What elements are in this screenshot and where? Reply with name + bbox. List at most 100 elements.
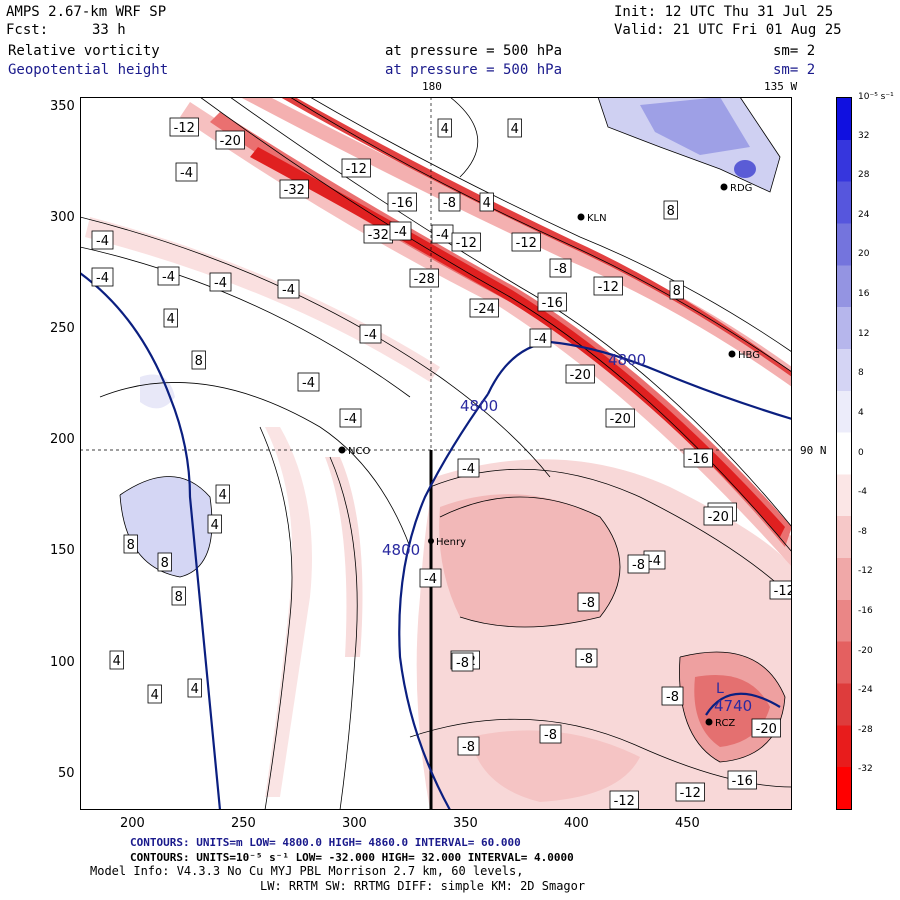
contour-labels: -12-20-4 -12-32-16-4-8-32 -4-12 -12-28-8-24… [91, 117, 792, 810]
svg-text:8: 8 [195, 354, 203, 369]
footer-height-contours: CONTOURS: UNITS=m LOW= 4800.0 HIGH= 4860… [130, 836, 521, 849]
svg-text:-4: -4 [214, 276, 227, 291]
svg-text:-16: -16 [392, 196, 413, 211]
svg-text:-28: -28 [414, 272, 435, 287]
y-tick: 250 [50, 321, 75, 336]
contour-value-label: 4 [109, 650, 124, 670]
contour-value-label: -8 [575, 648, 598, 668]
contour-value-label: -28 [409, 268, 439, 288]
x-tick: 450 [675, 816, 700, 831]
contour-value-label: -8 [661, 686, 684, 706]
svg-text:-32: -32 [368, 228, 389, 243]
x-tick: 300 [342, 816, 367, 831]
svg-text:8: 8 [161, 556, 169, 571]
svg-text:4: 4 [219, 488, 227, 503]
svg-text:-12: -12 [174, 121, 195, 136]
station-nco: NCO [338, 446, 370, 457]
contour-value-label: -12 [593, 276, 623, 296]
svg-text:-8: -8 [632, 558, 645, 573]
contour-value-label: 8 [663, 200, 678, 220]
valid-time: Valid: 21 UTC Fri 01 Aug 25 [614, 22, 842, 38]
svg-text:-8: -8 [554, 262, 567, 277]
x-tick: 350 [453, 816, 478, 831]
svg-text:-4: -4 [462, 462, 475, 477]
forecast-label: Fcst: [6, 22, 49, 38]
low-marker: L [716, 681, 724, 697]
contour-value-label: 8 [171, 586, 186, 606]
height-label: 4800 [460, 397, 498, 415]
contour-value-label: -4 [91, 230, 114, 250]
contour-value-label: -8 [549, 258, 572, 278]
field2-smoothing: sm= 2 [773, 62, 816, 78]
contour-value-label: 4 [437, 118, 452, 138]
svg-text:-8: -8 [462, 740, 475, 755]
contour-value-label: -4 [339, 408, 362, 428]
svg-text:-4: -4 [394, 225, 407, 240]
svg-text:-8: -8 [580, 652, 593, 667]
contour-value-label: -32 [363, 224, 393, 244]
svg-text:-16: -16 [688, 452, 709, 467]
contour-value-label: -4 [297, 372, 320, 392]
svg-text:4: 4 [151, 688, 159, 703]
height-label: 4800 [382, 541, 420, 559]
colorbar-tick: 12 [858, 328, 870, 339]
svg-text:-20: -20 [610, 412, 631, 427]
contour-value-label: -32 [279, 179, 309, 199]
x-tick: 250 [231, 816, 256, 831]
contour-value-label: -4 [529, 328, 552, 348]
colorbar-tick: -32 [858, 764, 873, 775]
station-label: RCZ [715, 718, 735, 729]
colorbar-tick: -28 [858, 724, 873, 735]
svg-text:-4: -4 [180, 166, 193, 181]
contour-value-label: -12 [169, 117, 199, 137]
svg-text:-4: -4 [436, 228, 449, 243]
svg-text:-8: -8 [544, 728, 557, 743]
contour-value-label: -20 [215, 130, 245, 150]
vorticity-map: 4800 4800 4800 4740 L RDG KLN HBG NCO He… [80, 97, 792, 810]
svg-text:-20: -20 [756, 722, 777, 737]
svg-text:-4: -4 [282, 283, 295, 298]
svg-text:-20: -20 [220, 134, 241, 149]
colorbar-tick: -20 [858, 645, 873, 656]
colorbar-unit: 10⁻⁵ s⁻¹ [858, 92, 894, 102]
contour-value-label: 8 [191, 350, 206, 370]
footer-physics: LW: RRTM SW: RRTMG DIFF: simple KM: 2D S… [260, 879, 586, 893]
contour-value-label: -4 [359, 324, 382, 344]
svg-text:-16: -16 [732, 774, 753, 789]
contour-value-label: -4 [277, 279, 300, 299]
svg-text:-4: -4 [162, 270, 175, 285]
height-label: 4740 [714, 697, 752, 715]
station-label: RDG [730, 183, 752, 194]
y-tick: 350 [50, 99, 75, 114]
contour-value-label: -16 [387, 192, 417, 212]
contour-value-label: 4 [215, 484, 230, 504]
contour-value-label: -20 [751, 718, 781, 738]
colorbar-tick: 20 [858, 249, 870, 260]
station-kln: KLN [577, 213, 607, 224]
y-tick: 150 [50, 543, 75, 558]
colorbar-tick: 24 [858, 209, 870, 220]
contour-value-label: -12 [769, 580, 792, 600]
colorbar [836, 97, 852, 810]
svg-text:-12: -12 [774, 584, 792, 599]
colorbar-tick: 8 [858, 368, 864, 379]
contour-value-label: -4 [175, 162, 198, 182]
svg-text:-4: -4 [364, 328, 377, 343]
colorbar-tick: -24 [858, 685, 873, 696]
svg-text:-12: -12 [516, 236, 537, 251]
lon-label-180: 180 [422, 80, 442, 93]
svg-text:-4: -4 [648, 554, 661, 569]
contour-value-label: -4 [157, 266, 180, 286]
contour-value-label: 4 [207, 514, 222, 534]
svg-text:-20: -20 [570, 368, 591, 383]
svg-text:-32: -32 [284, 183, 305, 198]
colorbar-tick: -8 [858, 526, 867, 537]
contour-value-label: -12 [451, 232, 481, 252]
contour-value-label: -4 [389, 221, 412, 241]
svg-text:-12: -12 [614, 794, 635, 809]
station-hbg: HBG [728, 350, 760, 361]
svg-text:4: 4 [441, 122, 449, 137]
svg-text:4: 4 [167, 312, 175, 327]
contour-value-label: 4 [479, 192, 494, 212]
contour-value-label: -8 [457, 736, 480, 756]
